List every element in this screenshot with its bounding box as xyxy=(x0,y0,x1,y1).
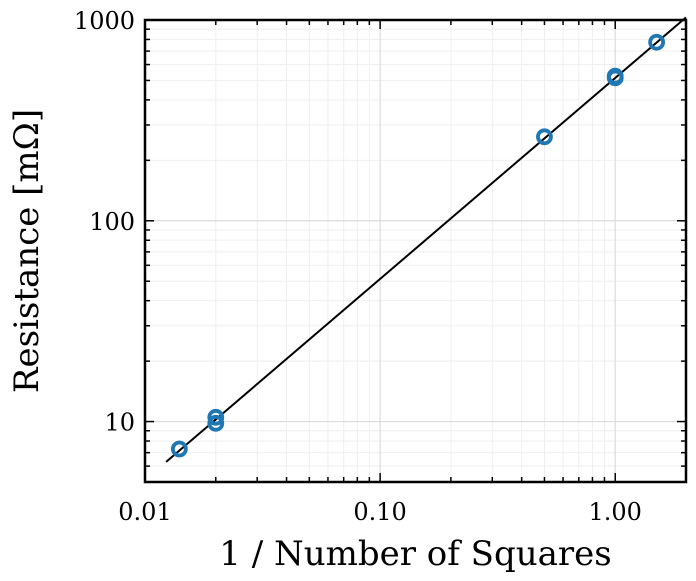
fit-line xyxy=(165,16,687,463)
data-point xyxy=(606,67,624,85)
x-tick-label: 0.01 xyxy=(118,498,171,526)
data-point xyxy=(648,33,666,51)
data-point xyxy=(207,408,225,426)
x-axis-title: 1 / Number of Squares xyxy=(219,534,611,574)
data-point xyxy=(170,440,188,458)
minor-grid xyxy=(145,20,687,483)
data-point xyxy=(536,128,553,146)
y-axis-title: Resistance [mΩ] xyxy=(7,109,47,393)
y-tick-label: 10 xyxy=(104,409,135,437)
x-tick-label: 0.10 xyxy=(353,498,406,526)
plot-frame xyxy=(143,18,688,484)
y-tick-label: 1000 xyxy=(74,7,135,35)
tick-labels: 0.01 0.10 1.00 10 100 1000 xyxy=(74,7,642,526)
data-points xyxy=(170,33,666,458)
data-point xyxy=(207,414,225,432)
x-tick-label: 1.00 xyxy=(589,498,642,526)
y-tick-label: 100 xyxy=(89,208,135,236)
